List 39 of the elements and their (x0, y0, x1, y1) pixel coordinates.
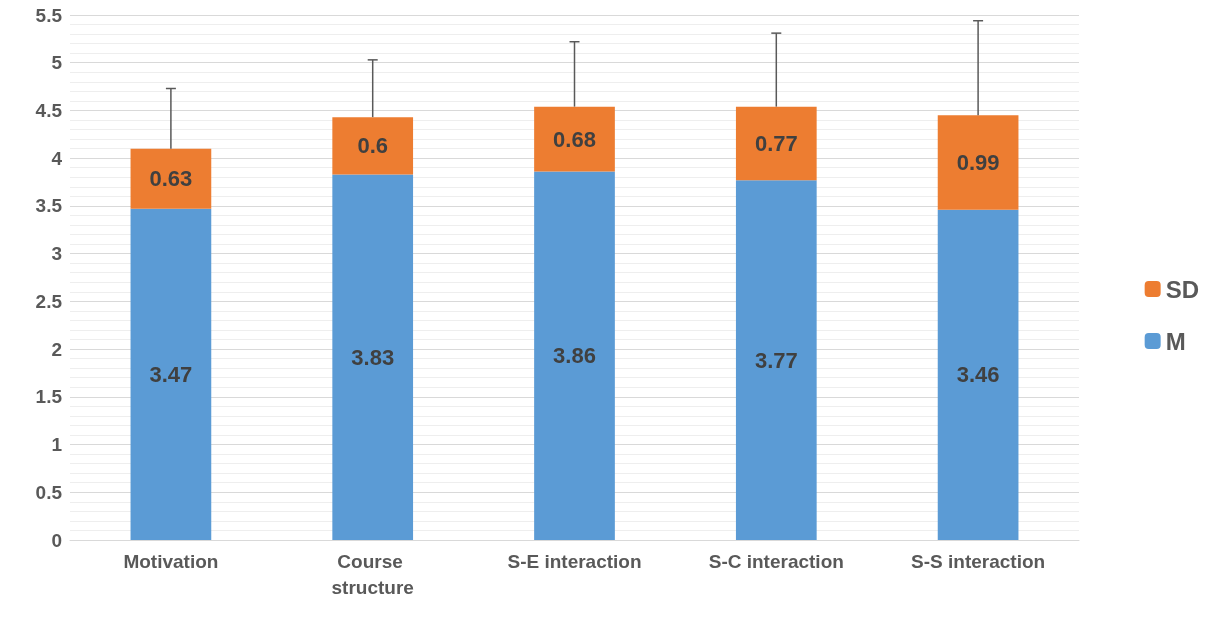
data-label: 0.68 (553, 126, 596, 152)
y-tick-label: 2.5 (35, 290, 63, 312)
legend-label: SD (1165, 275, 1199, 303)
bar (937, 115, 1019, 210)
data-label: 3.77 (754, 347, 798, 373)
y-tick-label: 4 (51, 147, 63, 169)
data-label: 3.47 (149, 361, 193, 387)
bar (534, 106, 615, 172)
data-label: 0.99 (956, 149, 1000, 175)
bar (130, 208, 212, 540)
x-tick-label: S-S interaction (911, 550, 1046, 572)
data-label: 0.77 (754, 130, 798, 156)
x-tick-label: Course structure (331, 550, 414, 598)
bar (130, 148, 212, 209)
y-tick-label: 1.5 (35, 386, 63, 408)
bar (735, 180, 817, 540)
y-tick-label: 3 (51, 243, 62, 265)
y-tick-label: 1 (51, 434, 63, 456)
x-tick-label: S-E interaction (507, 550, 642, 572)
y-tick-label: 0 (51, 529, 62, 551)
y-tick-label: 5.5 (35, 4, 63, 26)
x-tick-label: Motivation (123, 550, 219, 572)
data-label: 3.83 (351, 344, 395, 370)
bar (937, 209, 1019, 540)
bar (534, 171, 615, 540)
y-tick-label: 5 (51, 52, 63, 74)
bar (332, 174, 414, 540)
data-label: 3.86 (553, 343, 596, 369)
legend-label: M (1165, 327, 1186, 355)
bar (332, 117, 414, 175)
x-tick-label: S-C interaction (708, 550, 844, 572)
data-label: 3.46 (956, 362, 1000, 388)
data-label: 0.63 (149, 166, 193, 192)
y-tick-label: 0.5 (35, 481, 63, 503)
bar (735, 106, 817, 181)
y-tick-label: 2 (51, 338, 62, 360)
y-tick-label: 4.5 (35, 99, 63, 121)
data-label: 0.6 (357, 133, 388, 159)
y-tick-label: 3.5 (35, 195, 63, 217)
